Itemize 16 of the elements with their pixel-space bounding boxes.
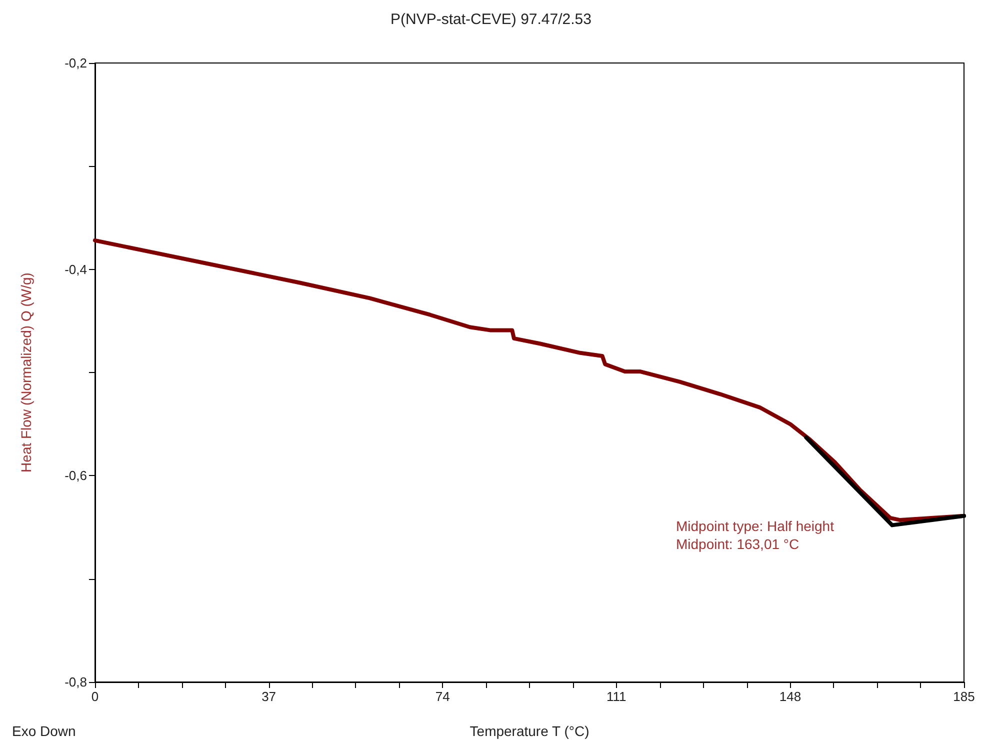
annotation: Midpoint: 163,01 °C: [676, 536, 800, 552]
text: Exo Down: [12, 723, 76, 739]
y-axis-title: Heat Flow (Normalized) Q (W/g): [18, 272, 34, 472]
x-tick-label: 111: [606, 689, 626, 704]
x-tick-label: 74: [435, 689, 450, 704]
y-tick-label: -0,6: [64, 468, 87, 484]
x-tick-label: 0: [91, 689, 99, 704]
x-tick-label: 185: [953, 689, 975, 704]
y-tick-label: -0,2: [64, 56, 87, 70]
chart-title: P(NVP-stat-CEVE) 97.47/2.53: [390, 11, 592, 28]
y-tick-label: -0,4: [64, 262, 87, 277]
annotation: Midpoint type: Half height: [676, 518, 834, 534]
x-tick-label: 148: [779, 689, 802, 704]
x-tick-label: 37: [262, 689, 276, 704]
y-tick-label: -0,8: [64, 674, 87, 690]
x-axis-title: Temperature T (°C): [470, 723, 590, 739]
